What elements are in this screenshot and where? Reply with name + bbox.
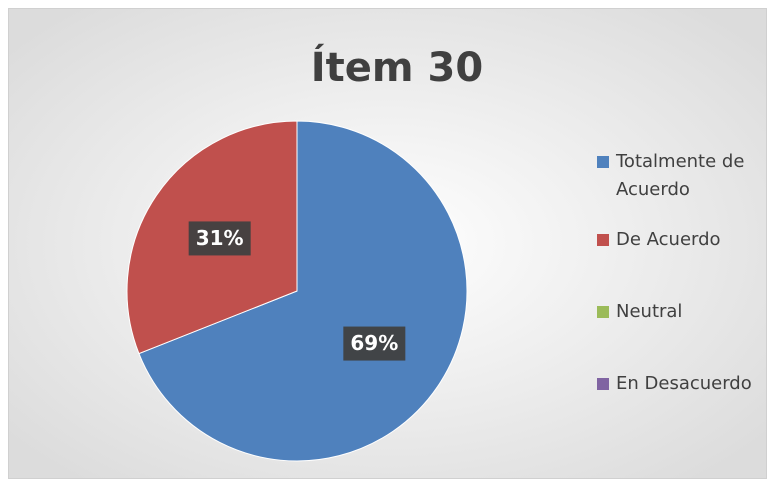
data-label: 69% bbox=[350, 331, 398, 355]
pie bbox=[126, 120, 468, 462]
legend-swatch bbox=[597, 234, 609, 246]
legend-label: Neutral bbox=[616, 301, 683, 322]
data-label-box bbox=[343, 326, 406, 361]
legend-label: De Acuerdo bbox=[616, 229, 721, 250]
legend-swatch bbox=[597, 378, 609, 390]
chart-title: Ítem 30 bbox=[311, 43, 483, 91]
data-label: 31% bbox=[196, 226, 244, 250]
legend-label: Totalmente de Acuerdo bbox=[616, 151, 745, 200]
data-label-box bbox=[188, 221, 251, 256]
legend-swatch bbox=[597, 306, 609, 318]
pie-slice bbox=[138, 120, 468, 462]
legend-label: En Desacuerdo bbox=[616, 373, 752, 394]
data-labels: 69% 31% bbox=[188, 221, 406, 361]
legend-swatch bbox=[597, 156, 609, 168]
